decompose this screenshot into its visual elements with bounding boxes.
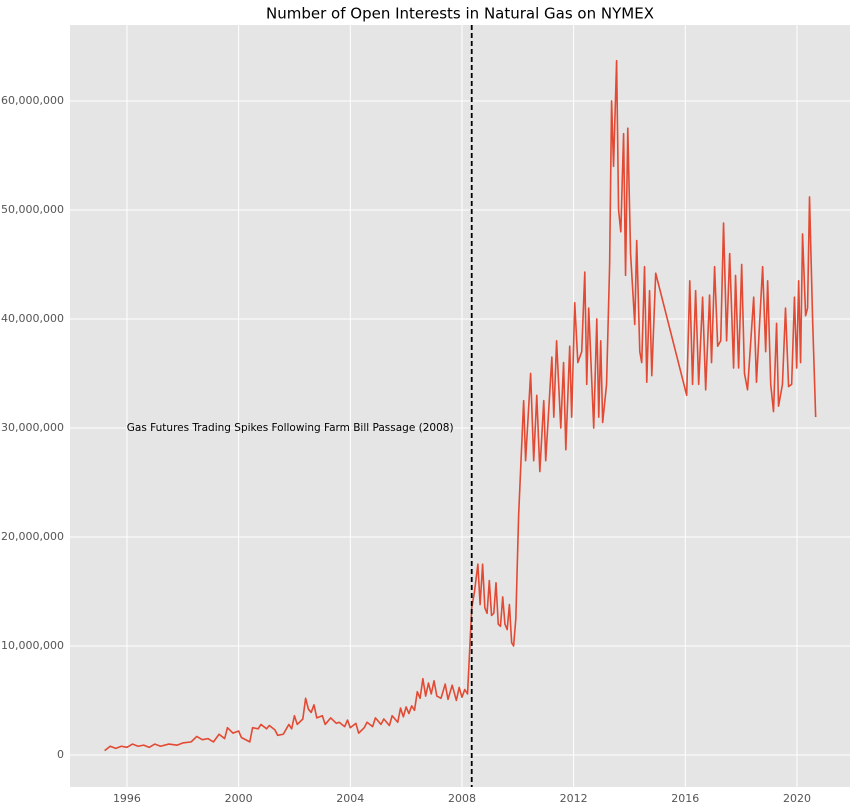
x-tick-label: 2020 <box>783 792 811 805</box>
x-tick-label: 1996 <box>113 792 141 805</box>
data-line <box>104 59 817 752</box>
x-tick-label: 2004 <box>336 792 364 805</box>
x-tick-label: 2012 <box>560 792 588 805</box>
y-tick-label: 0 <box>57 748 64 761</box>
x-tick-label: 2016 <box>671 792 699 805</box>
plot-background <box>70 25 850 787</box>
chart-title: Number of Open Interests in Natural Gas … <box>266 5 654 23</box>
x-tick-label: 2008 <box>448 792 476 805</box>
y-tick-label: 50,000,000 <box>1 203 64 216</box>
y-tick-label: 10,000,000 <box>1 639 64 652</box>
y-tick-label: 20,000,000 <box>1 530 64 543</box>
x-tick-label: 2000 <box>225 792 253 805</box>
y-tick-label: 30,000,000 <box>1 421 64 434</box>
annotation: Gas Futures Trading Spikes Following Far… <box>127 422 454 434</box>
y-tick-label: 40,000,000 <box>1 312 64 325</box>
y-tick-label: 60,000,000 <box>1 94 64 107</box>
